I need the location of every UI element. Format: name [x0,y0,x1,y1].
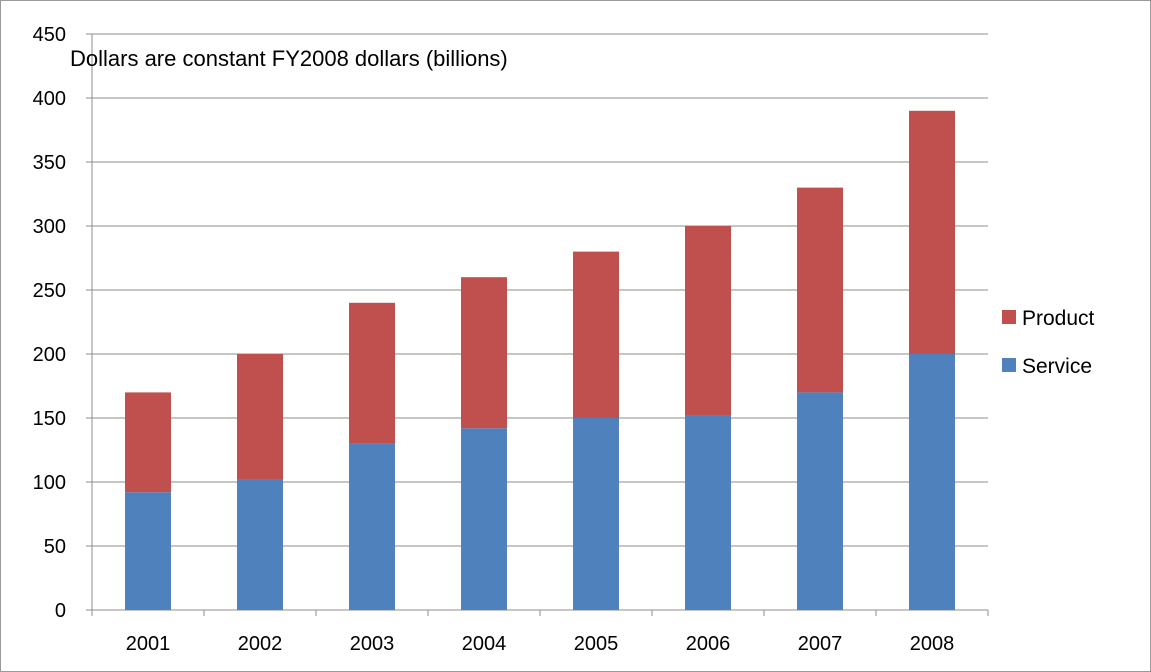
y-tick-label: 450 [33,24,66,46]
x-tick-label: 2001 [126,633,171,655]
x-tick-label: 2004 [462,633,507,655]
legend-swatch-service [1002,358,1016,372]
y-tick-labels: 0 50 100 150 200 250 300 350 400 450 [33,24,66,622]
bar-product-2002 [237,354,283,480]
y-tick-label: 50 [44,536,66,558]
bar-product-2008 [909,110,955,354]
y-tick-label: 100 [33,472,66,494]
bar-service-2005 [573,418,619,610]
y-tick-label: 250 [33,280,66,302]
legend-label-service: Service [1022,355,1092,378]
bar-service-2001 [125,492,171,610]
gridlines [92,33,988,547]
x-tick-label: 2008 [910,633,955,655]
y-tick-label: 350 [33,152,66,174]
y-tick-label: 150 [33,408,66,430]
y-tick-label: 200 [33,344,66,366]
legend: Product Service [1002,307,1095,378]
chart-annotation: Dollars are constant FY2008 dollars (bil… [70,46,508,71]
x-tick-label: 2007 [798,633,843,655]
bar-service-2007 [797,392,843,610]
x-tick-label: 2005 [574,633,619,655]
bar-product-2001 [125,392,171,493]
bar-service-2004 [461,428,507,610]
bar-service-2006 [685,415,731,610]
legend-swatch-product [1002,310,1016,324]
bar-service-2002 [237,479,283,610]
axes [86,33,989,616]
y-tick-label: 400 [33,88,66,110]
bar-product-2007 [797,187,843,393]
bar-service-2008 [909,354,955,610]
x-tick-label: 2006 [686,633,731,655]
x-tick-label: 2002 [238,633,283,655]
y-tick-label: 0 [55,600,66,622]
x-tick-label: 2003 [350,633,395,655]
bar-service-2003 [349,443,395,610]
legend-label-product: Product [1022,307,1095,330]
bars [125,110,955,610]
bar-product-2005 [573,251,619,418]
y-tick-label: 300 [33,216,66,238]
bar-product-2003 [349,302,395,444]
bar-product-2004 [461,277,507,429]
bar-product-2006 [685,226,731,416]
x-tick-labels: 2001 2002 2003 2004 2005 2006 2007 2008 [126,633,955,655]
